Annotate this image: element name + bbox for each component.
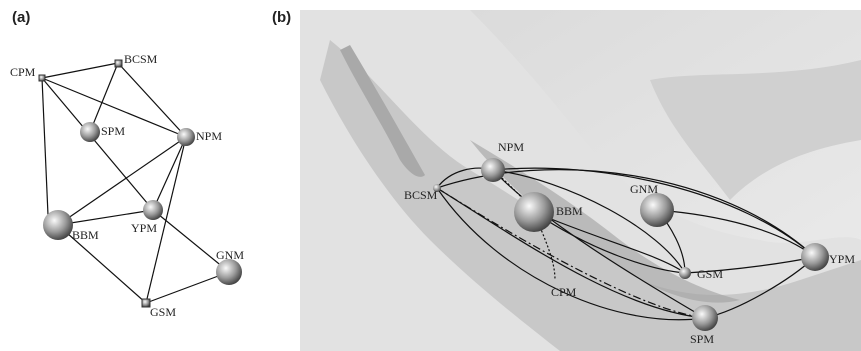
node-label: YPM [829, 252, 855, 266]
node-label: YPM [131, 221, 157, 235]
node-label: BCSM [124, 52, 158, 66]
panel-label: (a) [12, 9, 30, 26]
node-label: NPM [196, 129, 222, 143]
node-label: GSM [697, 267, 723, 281]
node-label: BCSM [404, 188, 438, 202]
node-label: GNM [216, 248, 244, 262]
node-label: CPM [10, 65, 36, 79]
node-label: CPM [551, 285, 577, 299]
node-label: SPM [101, 124, 125, 138]
node-label: SPM [690, 332, 714, 346]
node-label: GNM [630, 182, 658, 196]
node-label: NPM [498, 140, 524, 154]
node-label: BBM [72, 228, 99, 242]
panel-label: (b) [272, 9, 291, 26]
network-a [39, 60, 242, 307]
figure: (a) CPM BCSM SPM NPM YPM BBM GNM GSM (b) [0, 0, 861, 351]
node-label: BBM [556, 204, 583, 218]
node-label: GSM [150, 305, 176, 319]
